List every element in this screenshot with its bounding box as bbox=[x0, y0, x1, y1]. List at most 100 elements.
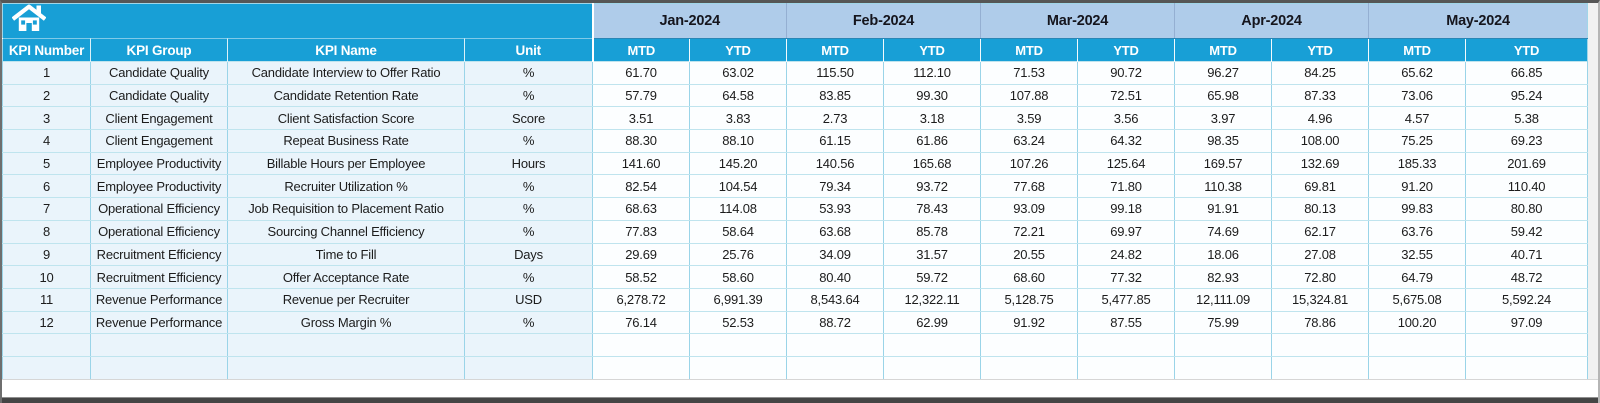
cell-value[interactable]: 91.92 bbox=[980, 310, 1079, 335]
cell-value[interactable]: 115.50 bbox=[786, 61, 885, 85]
month-header-apr[interactable]: Apr-2024 bbox=[1174, 3, 1369, 39]
cell-unit[interactable]: % bbox=[464, 61, 593, 85]
col-header-apr-mtd[interactable]: MTD bbox=[1174, 38, 1272, 62]
cell-value[interactable]: 52.53 bbox=[688, 310, 788, 335]
cell-kpi-group[interactable]: Revenue Performance bbox=[90, 287, 228, 312]
cell-kpi-number[interactable]: 12 bbox=[2, 310, 91, 335]
cell-value[interactable]: 145.20 bbox=[688, 151, 788, 176]
cell-value[interactable] bbox=[786, 355, 885, 380]
cell-value[interactable]: 69.23 bbox=[1465, 129, 1589, 153]
cell-value[interactable]: 58.60 bbox=[688, 265, 788, 289]
cell-value[interactable]: 72.21 bbox=[980, 219, 1079, 244]
cell-value[interactable]: 65.62 bbox=[1368, 61, 1467, 85]
cell-kpi-name[interactable]: Job Requisition to Placement Ratio bbox=[227, 197, 465, 221]
cell-value[interactable] bbox=[1271, 333, 1370, 357]
cell-value[interactable] bbox=[592, 333, 690, 357]
cell-kpi-group[interactable]: Candidate Quality bbox=[90, 83, 228, 108]
cell-unit[interactable]: % bbox=[464, 265, 593, 289]
cell-value[interactable]: 104.54 bbox=[688, 174, 788, 199]
cell-value[interactable]: 59.72 bbox=[883, 265, 982, 289]
cell-value[interactable] bbox=[592, 355, 690, 380]
cell-value[interactable]: 90.72 bbox=[1077, 61, 1176, 85]
col-header-kpi-name[interactable]: KPI Name bbox=[227, 38, 465, 62]
cell-value[interactable]: 59.42 bbox=[1465, 219, 1589, 244]
cell-kpi-number[interactable] bbox=[2, 355, 91, 380]
cell-value[interactable] bbox=[688, 355, 788, 380]
cell-unit[interactable]: % bbox=[464, 219, 593, 244]
cell-kpi-name[interactable]: Offer Acceptance Rate bbox=[227, 265, 465, 289]
cell-value[interactable] bbox=[1174, 355, 1273, 380]
cell-value[interactable]: 63.02 bbox=[688, 61, 788, 85]
cell-kpi-number[interactable]: 11 bbox=[2, 287, 91, 312]
cell-value[interactable]: 141.60 bbox=[592, 151, 690, 176]
cell-value[interactable]: 5,477.85 bbox=[1077, 287, 1176, 312]
cell-kpi-number[interactable]: 5 bbox=[2, 151, 91, 176]
cell-kpi-group[interactable]: Client Engagement bbox=[90, 106, 228, 131]
cell-kpi-group[interactable] bbox=[90, 333, 228, 357]
cell-kpi-number[interactable]: 2 bbox=[2, 83, 91, 108]
cell-value[interactable]: 61.70 bbox=[592, 61, 690, 85]
cell-value[interactable]: 12,111.09 bbox=[1174, 287, 1273, 312]
cell-value[interactable]: 18.06 bbox=[1174, 242, 1273, 267]
cell-kpi-group[interactable]: Employee Productivity bbox=[90, 174, 228, 199]
cell-value[interactable]: 201.69 bbox=[1465, 151, 1589, 176]
cell-value[interactable]: 80.40 bbox=[786, 265, 885, 289]
cell-value[interactable]: 97.09 bbox=[1465, 310, 1589, 335]
cell-value[interactable]: 25.76 bbox=[688, 242, 788, 267]
cell-value[interactable]: 3.59 bbox=[980, 106, 1079, 131]
cell-value[interactable]: 29.69 bbox=[592, 242, 690, 267]
cell-value[interactable]: 185.33 bbox=[1368, 151, 1467, 176]
cell-kpi-group[interactable]: Employee Productivity bbox=[90, 151, 228, 176]
cell-value[interactable]: 64.58 bbox=[688, 83, 788, 108]
month-header-jan[interactable]: Jan-2024 bbox=[591, 3, 787, 39]
cell-kpi-number[interactable]: 9 bbox=[2, 242, 91, 267]
cell-kpi-name[interactable]: Candidate Interview to Offer Ratio bbox=[227, 61, 465, 85]
cell-value[interactable]: 169.57 bbox=[1174, 151, 1273, 176]
cell-value[interactable] bbox=[883, 333, 982, 357]
cell-value[interactable]: 71.80 bbox=[1077, 174, 1176, 199]
col-header-jan-ytd[interactable]: YTD bbox=[688, 38, 787, 62]
col-header-feb-mtd[interactable]: MTD bbox=[786, 38, 884, 62]
cell-value[interactable]: 40.71 bbox=[1465, 242, 1589, 267]
cell-value[interactable]: 84.25 bbox=[1271, 61, 1370, 85]
cell-value[interactable]: 72.80 bbox=[1271, 265, 1370, 289]
cell-value[interactable]: 78.43 bbox=[883, 197, 982, 221]
cell-value[interactable]: 5.38 bbox=[1465, 106, 1589, 131]
cell-value[interactable]: 68.60 bbox=[980, 265, 1079, 289]
cell-value[interactable]: 64.79 bbox=[1368, 265, 1467, 289]
cell-value[interactable]: 48.72 bbox=[1465, 265, 1589, 289]
cell-value[interactable]: 87.33 bbox=[1271, 83, 1370, 108]
cell-kpi-name[interactable]: Client Satisfaction Score bbox=[227, 106, 465, 131]
cell-kpi-group[interactable]: Candidate Quality bbox=[90, 61, 228, 85]
cell-value[interactable]: 85.78 bbox=[883, 219, 982, 244]
cell-kpi-group[interactable]: Operational Efficiency bbox=[90, 219, 228, 244]
cell-value[interactable]: 99.18 bbox=[1077, 197, 1176, 221]
cell-value[interactable]: 112.10 bbox=[883, 61, 982, 85]
cell-value[interactable]: 69.97 bbox=[1077, 219, 1176, 244]
cell-value[interactable]: 8,543.64 bbox=[786, 287, 885, 312]
col-header-unit[interactable]: Unit bbox=[464, 38, 594, 62]
cell-value[interactable]: 34.09 bbox=[786, 242, 885, 267]
cell-kpi-number[interactable]: 10 bbox=[2, 265, 91, 289]
cell-value[interactable]: 65.98 bbox=[1174, 83, 1273, 108]
home-button[interactable] bbox=[11, 4, 48, 34]
cell-value[interactable]: 88.30 bbox=[592, 129, 690, 153]
cell-value[interactable]: 31.57 bbox=[883, 242, 982, 267]
col-header-apr-ytd[interactable]: YTD bbox=[1271, 38, 1369, 62]
cell-value[interactable]: 3.51 bbox=[592, 106, 690, 131]
col-header-may-mtd[interactable]: MTD bbox=[1368, 38, 1466, 62]
cell-value[interactable]: 95.24 bbox=[1465, 83, 1589, 108]
cell-value[interactable]: 20.55 bbox=[980, 242, 1079, 267]
cell-value[interactable]: 125.64 bbox=[1077, 151, 1176, 176]
cell-value[interactable]: 98.35 bbox=[1174, 129, 1273, 153]
col-header-mar-ytd[interactable]: YTD bbox=[1077, 38, 1175, 62]
cell-unit[interactable]: Days bbox=[464, 242, 593, 267]
cell-value[interactable] bbox=[883, 355, 982, 380]
cell-kpi-number[interactable]: 4 bbox=[2, 129, 91, 153]
cell-value[interactable]: 3.56 bbox=[1077, 106, 1176, 131]
cell-value[interactable]: 79.34 bbox=[786, 174, 885, 199]
cell-value[interactable]: 107.88 bbox=[980, 83, 1079, 108]
col-header-kpi-group[interactable]: KPI Group bbox=[90, 38, 228, 62]
cell-value[interactable] bbox=[688, 333, 788, 357]
cell-unit[interactable]: % bbox=[464, 174, 593, 199]
